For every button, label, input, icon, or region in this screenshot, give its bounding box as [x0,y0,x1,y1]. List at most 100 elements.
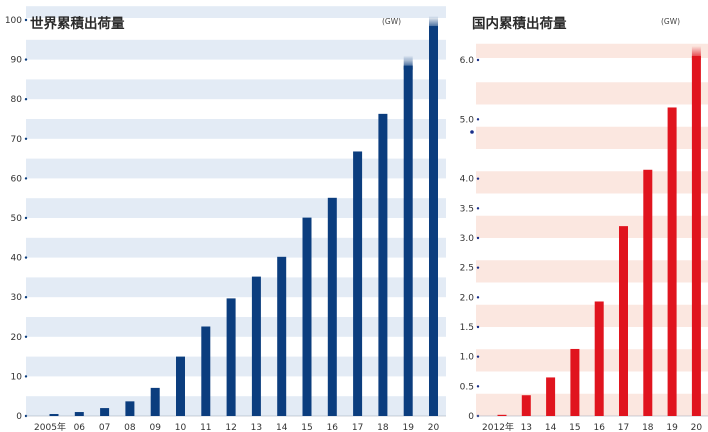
domestic-y-tick-dot [476,236,480,240]
world-y-tick-dot [24,177,28,180]
world-y-tick-label: 60 [11,174,23,184]
world-grid-band [26,317,446,337]
world-chart-title: 世界累積出荷量 [30,16,125,32]
domestic-y-tick-label: 2.0 [460,293,475,303]
domestic-chart-title: 国内累積出荷量 [472,16,567,32]
domestic-y-tick-label: 2.5 [460,264,474,274]
domestic-chart-unit: (GW) [661,17,681,26]
world-x-tick-label: 13 [251,423,262,432]
domestic-grid-band [476,126,708,149]
domestic-bar [570,348,580,416]
world-grid-band [26,39,446,60]
domestic-x-tick-label: 16 [593,423,605,432]
domestic-y-tick-dot [476,177,480,180]
world-bar [327,197,337,416]
world-bar [150,387,160,416]
world-x-tick-label: 12 [225,423,236,432]
world-x-tick-label: 19 [402,423,414,432]
world-y-tick-dot [24,256,28,259]
world-chart: 0 10 20 30 40 50 60 70 80 90 100 2005年 06 07 08 09 10 11 1… [5,6,446,432]
world-y-tick-label: 10 [11,372,23,382]
world-grid-band [26,198,446,218]
domestic-y-tick-dot [476,58,480,62]
domestic-bar [546,377,556,416]
domestic-grid-band [476,82,708,105]
domestic-bar-fade [691,46,701,60]
world-chart-panel: 0 10 20 30 40 50 60 70 80 90 100 2005年 06 07 08 09 10 11 1… [5,6,446,432]
domestic-y-tick-label: 1.0 [460,353,475,363]
world-y-tick-dot [24,137,28,140]
domestic-y-tick-dot [476,207,480,210]
domestic-bar [619,226,628,416]
world-grid-band [26,277,446,298]
domestic-x-tick-label: 20 [691,423,703,432]
world-chart-unit: (GW) [382,17,402,26]
world-x-tick-label: 2005年 [34,421,66,432]
domestic-x-tick-label: 17 [618,423,629,432]
world-bar-fade [429,16,438,31]
world-x-tick-label: 10 [175,423,187,432]
world-x-tick-label: 20 [428,423,440,432]
domestic-y-tick-label: 1.5 [460,323,474,333]
domestic-x-tick-label: 19 [666,423,678,432]
world-bar [125,401,135,416]
world-bar [251,276,261,416]
domestic-bar [667,107,677,416]
world-y-tick-dot [24,18,28,22]
world-y-tick-dot [24,216,28,220]
world-bar [49,414,59,416]
world-y-tick-dot [24,58,28,61]
world-grid-band [26,119,446,139]
domestic-y-tick-label: 3.0 [460,234,475,244]
domestic-bar [691,56,701,416]
domestic-y-tick-dot [476,355,480,358]
domestic-marker-dot [470,130,474,134]
domestic-x-tick-label: 13 [521,423,532,432]
world-x-tick-label: 11 [200,423,211,432]
world-grid-band [26,356,446,377]
world-y-tick-dot [24,98,28,101]
domestic-y-tick-dot [476,118,480,121]
domestic-bar [521,395,531,416]
world-grid-band [26,6,446,18]
domestic-x-tick-label: 14 [545,423,557,432]
world-bar-fade [403,55,413,70]
world-bar [353,151,363,417]
world-y-tick-label: 90 [11,56,23,66]
world-x-tick-label: 16 [327,423,339,432]
world-y-tick-label: 30 [11,293,23,303]
world-bar [302,217,312,416]
world-bar [403,65,413,416]
world-bar [277,256,287,416]
world-y-tick-label: 50 [11,214,23,224]
domestic-y-tick-dot [476,296,480,299]
world-bar [201,326,211,416]
world-y-tick-dot [24,335,28,338]
domestic-y-tick-dot [476,325,480,329]
world-x-tick-label: 08 [124,423,136,432]
world-x-tick-label: 14 [276,423,288,432]
world-x-tick-label: 18 [377,423,389,432]
world-bar [429,26,438,416]
domestic-y-tick-label: 5.0 [460,115,475,125]
domestic-chart: 0 0.5 1.0 1.5 2.0 2.5 3.0 3.5 4.0 5.0 6.0 2012年 13 14… [460,43,708,432]
domestic-y-tick-dot [476,266,480,269]
domestic-y-tick-label: 0 [468,412,474,422]
world-y-tick-label: 0 [16,412,22,422]
domestic-y-tick-label: 3.5 [460,204,474,214]
world-bar [378,113,388,417]
domestic-y-tick-label: 6.0 [460,56,475,66]
domestic-x-tick-label: 15 [569,423,580,432]
world-y-tick-label: 70 [11,135,23,145]
world-bar [226,298,236,416]
world-bar [74,412,84,416]
domestic-bar [643,169,653,416]
domestic-bar [594,301,604,416]
domestic-y-tick-label: 4.0 [460,175,475,185]
world-y-tick-label: 80 [11,95,23,105]
domestic-chart-panel: 0 0.5 1.0 1.5 2.0 2.5 3.0 3.5 4.0 5.0 6.0 2012年 13 14… [456,0,708,432]
world-y-tick-label: 40 [11,254,23,264]
world-bar [176,356,185,416]
world-y-tick-dot [24,296,28,299]
world-bar [100,408,110,416]
